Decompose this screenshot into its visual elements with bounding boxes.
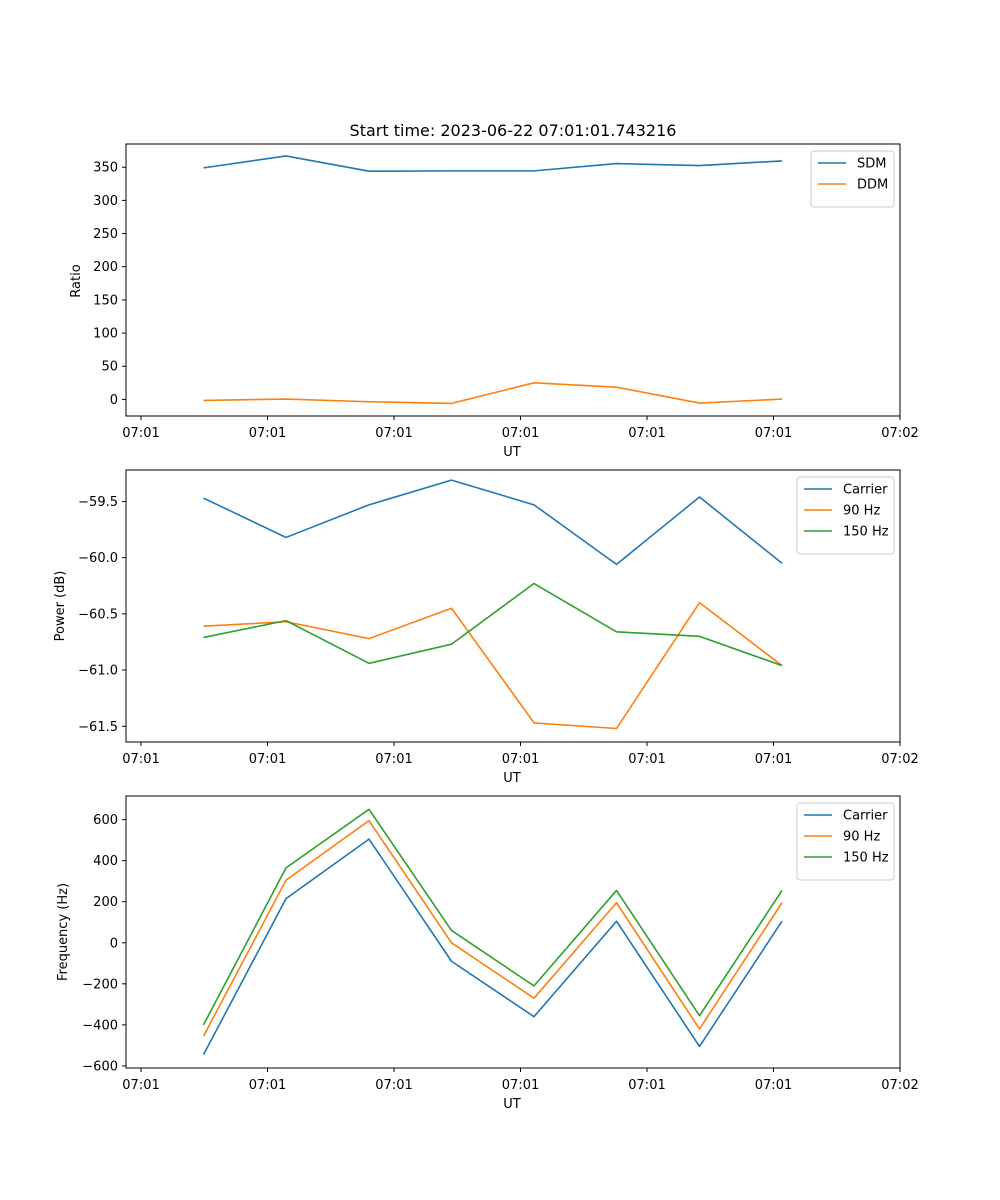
y-tick-label: 400	[93, 854, 118, 869]
x-tick-label: 07:01	[249, 752, 286, 767]
y-axis-label: Ratio	[69, 264, 84, 297]
legend-label: 150 Hz	[843, 525, 889, 540]
x-tick-label: 07:01	[755, 752, 792, 767]
series-line-sdm	[203, 155, 783, 172]
plot-area: 07:01 07:01 07:01 07:01 07:01 07:01 07:02 −600 −…	[82, 795, 919, 1093]
legend-label: Carrier	[843, 483, 888, 498]
y-tick-label: 0	[110, 393, 118, 408]
series-line-carrier	[203, 479, 783, 566]
y-axis-label: Frequency (Hz)	[56, 883, 71, 981]
series-line-150-hz	[202, 808, 783, 1026]
y-tick-label: −600	[82, 1059, 118, 1074]
y-tick-label: 200	[93, 895, 118, 910]
power-panel: Power (dB) UT 07:01 07:01 07:01 07:01 07:01 0…	[53, 469, 919, 786]
series-line-90-hz	[202, 819, 783, 1037]
legend-label: 90 Hz	[843, 830, 880, 845]
y-tick-label: 300	[93, 194, 118, 209]
ratio-panel: Start time: 2023-06-22 07:01:01.743216 R…	[69, 121, 919, 460]
x-tick-label: 07:01	[628, 752, 665, 767]
y-tick-label: −200	[82, 977, 118, 992]
legend-box	[796, 476, 895, 555]
legend-label: 150 Hz	[843, 851, 889, 866]
y-tick-label: 0	[110, 936, 118, 951]
x-tick-label: 07:01	[122, 426, 159, 441]
x-tick-label: 07:02	[881, 426, 918, 441]
legend-label: SDM	[857, 157, 886, 172]
x-tick-label: 07:02	[881, 752, 918, 767]
y-tick-label: 50	[101, 360, 118, 375]
x-tick-label: 07:01	[122, 1078, 159, 1093]
x-axis-label: UT	[503, 771, 521, 786]
y-tick-label: 350	[93, 161, 118, 176]
y-axis-label: Power (dB)	[53, 571, 68, 642]
y-tick-label: −59.5	[78, 495, 118, 510]
x-tick-label: 07:01	[375, 426, 412, 441]
y-tick-label: −60.0	[78, 551, 118, 566]
legend: Carrier 90 Hz 150 Hz	[796, 802, 895, 881]
series-line-carrier	[202, 838, 783, 1056]
chart-title: Start time: 2023-06-22 07:01:01.743216	[350, 121, 677, 140]
x-tick-label: 07:01	[122, 752, 159, 767]
series-line-90-hz	[203, 601, 783, 730]
x-tick-label: 07:01	[502, 1078, 539, 1093]
legend: SDM DDM	[810, 150, 895, 208]
series-line-ddm	[203, 382, 783, 405]
x-tick-label: 07:01	[628, 1078, 665, 1093]
y-tick-label: 250	[93, 227, 118, 242]
x-tick-label: 07:01	[249, 1078, 286, 1093]
plot-area: 07:01 07:01 07:01 07:01 07:01 07:01 07:02 −61.5…	[78, 469, 919, 767]
axes-frame	[125, 469, 901, 743]
plot-area: 07:01 07:01 07:01 07:01 07:01 07:01 07:02 0 50 10…	[93, 143, 919, 441]
x-tick-label: 07:01	[375, 1078, 412, 1093]
y-tick-label: 150	[93, 293, 118, 308]
legend-label: Carrier	[843, 809, 888, 824]
y-tick-label: −400	[82, 1018, 118, 1033]
legend-label: DDM	[857, 178, 888, 193]
frequency-panel: Frequency (Hz) UT 07:01 07:01 07:01 07:01 07…	[56, 795, 919, 1112]
legend-label: 90 Hz	[843, 504, 880, 519]
y-tick-label: −61.5	[78, 720, 118, 735]
legend: Carrier 90 Hz 150 Hz	[796, 476, 895, 555]
y-tick-label: −61.0	[78, 664, 118, 679]
x-axis-label: UT	[503, 1097, 521, 1112]
legend-box	[810, 150, 895, 208]
axes-frame	[125, 795, 901, 1069]
x-axis-label: UT	[503, 445, 521, 460]
x-tick-label: 07:01	[249, 426, 286, 441]
x-tick-label: 07:01	[628, 426, 665, 441]
x-tick-label: 07:01	[375, 752, 412, 767]
x-tick-label: 07:01	[502, 752, 539, 767]
x-tick-label: 07:01	[502, 426, 539, 441]
y-tick-label: −60.5	[78, 607, 118, 622]
x-tick-label: 07:02	[881, 1078, 918, 1093]
x-tick-label: 07:01	[755, 426, 792, 441]
y-tick-label: 100	[93, 327, 118, 342]
axes-frame	[125, 143, 901, 417]
legend-box	[796, 802, 895, 881]
y-tick-label: 200	[93, 260, 118, 275]
series-line-150-hz	[203, 582, 783, 667]
x-tick-label: 07:01	[755, 1078, 792, 1093]
y-tick-label: 600	[93, 813, 118, 828]
